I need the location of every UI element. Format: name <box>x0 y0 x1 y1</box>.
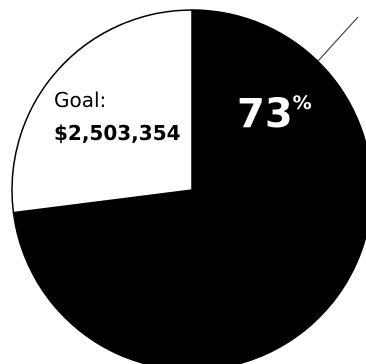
percent-number: 73 <box>237 91 293 137</box>
percent-sign: % <box>293 92 312 114</box>
goal-label: Goal: <box>54 88 106 112</box>
pie-slice-remaining <box>11 9 193 214</box>
goal-value-label: $2,503,354 <box>54 121 181 145</box>
percent-label: 73% <box>237 91 312 137</box>
pie-slices <box>11 9 366 364</box>
leader-line <box>317 16 359 62</box>
pie-slice-achieved <box>12 9 366 364</box>
